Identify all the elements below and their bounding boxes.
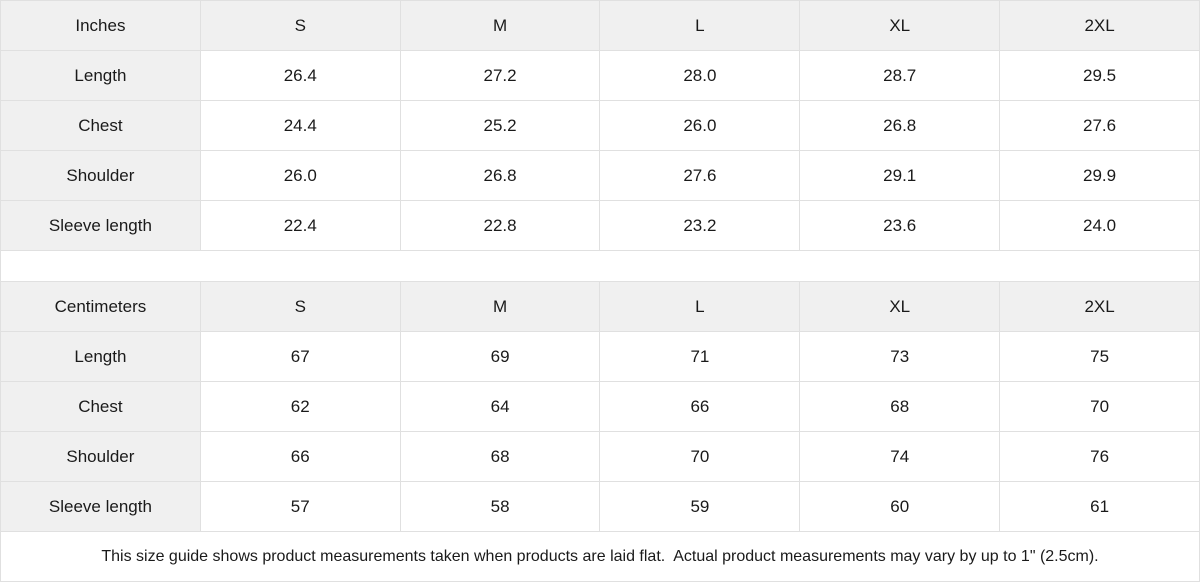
size-col-header-s: S (199, 0, 401, 51)
table-row: Sleeve length 57 58 59 60 61 (0, 481, 1200, 532)
measurement-value: 27.2 (399, 50, 601, 101)
measurement-value: 26.8 (399, 150, 601, 201)
table-header-row: Centimeters S M L XL 2XL (0, 281, 1200, 332)
measurement-value: 26.4 (199, 50, 401, 101)
measurement-value: 69 (399, 331, 601, 382)
table-header-row: Inches S M L XL 2XL (0, 0, 1200, 51)
size-guide-note: This size guide shows product measuremen… (0, 532, 1200, 582)
measurement-value: 58 (399, 481, 601, 532)
measurement-value: 26.0 (599, 100, 801, 151)
table-row: Sleeve length 22.4 22.8 23.2 23.6 24.0 (0, 200, 1200, 251)
measurement-value: 28.7 (799, 50, 1001, 101)
measurement-value: 26.0 (199, 150, 401, 201)
table-row: Length 67 69 71 73 75 (0, 331, 1200, 382)
measurement-value: 66 (199, 431, 401, 482)
measurement-label: Length (0, 50, 201, 101)
measurement-label: Length (0, 331, 201, 382)
measurement-value: 29.1 (799, 150, 1001, 201)
measurement-label: Sleeve length (0, 481, 201, 532)
table-row: Length 26.4 27.2 28.0 28.7 29.5 (0, 50, 1200, 101)
size-col-header-l: L (599, 281, 801, 332)
table-row: Shoulder 26.0 26.8 27.6 29.1 29.9 (0, 150, 1200, 201)
measurement-label: Chest (0, 100, 201, 151)
measurement-value: 61 (999, 481, 1200, 532)
measurement-value: 71 (599, 331, 801, 382)
measurement-value: 27.6 (999, 100, 1200, 151)
measurement-value: 57 (199, 481, 401, 532)
measurement-value: 74 (799, 431, 1001, 482)
measurement-label: Shoulder (0, 431, 201, 482)
measurement-value: 29.5 (999, 50, 1200, 101)
measurement-value: 70 (599, 431, 801, 482)
measurement-value: 28.0 (599, 50, 801, 101)
measurement-value: 22.4 (199, 200, 401, 251)
size-col-header-2xl: 2XL (999, 0, 1200, 51)
measurement-value: 76 (999, 431, 1200, 482)
table-row: Chest 24.4 25.2 26.0 26.8 27.6 (0, 100, 1200, 151)
size-col-header-s: S (199, 281, 401, 332)
measurement-value: 24.4 (199, 100, 401, 151)
measurement-value: 27.6 (599, 150, 801, 201)
unit-header-cell: Centimeters (0, 281, 201, 332)
measurement-value: 22.8 (399, 200, 601, 251)
size-col-header-2xl: 2XL (999, 281, 1200, 332)
measurement-label: Shoulder (0, 150, 201, 201)
measurement-value: 25.2 (399, 100, 601, 151)
measurement-value: 67 (199, 331, 401, 382)
unit-header-cell: Inches (0, 0, 201, 51)
size-col-header-xl: XL (799, 281, 1001, 332)
size-table-inches: Inches S M L XL 2XL Length 26.4 27.2 28.… (0, 0, 1200, 251)
measurement-value: 29.9 (999, 150, 1200, 201)
measurement-value: 70 (999, 381, 1200, 432)
size-col-header-l: L (599, 0, 801, 51)
measurement-value: 26.8 (799, 100, 1001, 151)
size-table-centimeters: Centimeters S M L XL 2XL Length 67 69 71… (0, 281, 1200, 532)
measurement-value: 23.6 (799, 200, 1001, 251)
measurement-value: 75 (999, 331, 1200, 382)
measurement-value: 68 (399, 431, 601, 482)
size-col-header-m: M (399, 281, 601, 332)
measurement-value: 60 (799, 481, 1001, 532)
measurement-value: 68 (799, 381, 1001, 432)
measurement-value: 59 (599, 481, 801, 532)
measurement-value: 66 (599, 381, 801, 432)
table-row: Shoulder 66 68 70 74 76 (0, 431, 1200, 482)
table-separator (0, 251, 1200, 281)
measurement-label: Sleeve length (0, 200, 201, 251)
measurement-value: 62 (199, 381, 401, 432)
size-col-header-xl: XL (799, 0, 1001, 51)
table-row: Chest 62 64 66 68 70 (0, 381, 1200, 432)
measurement-value: 24.0 (999, 200, 1200, 251)
measurement-value: 23.2 (599, 200, 801, 251)
size-col-header-m: M (399, 0, 601, 51)
measurement-value: 73 (799, 331, 1001, 382)
measurement-label: Chest (0, 381, 201, 432)
measurement-value: 64 (399, 381, 601, 432)
